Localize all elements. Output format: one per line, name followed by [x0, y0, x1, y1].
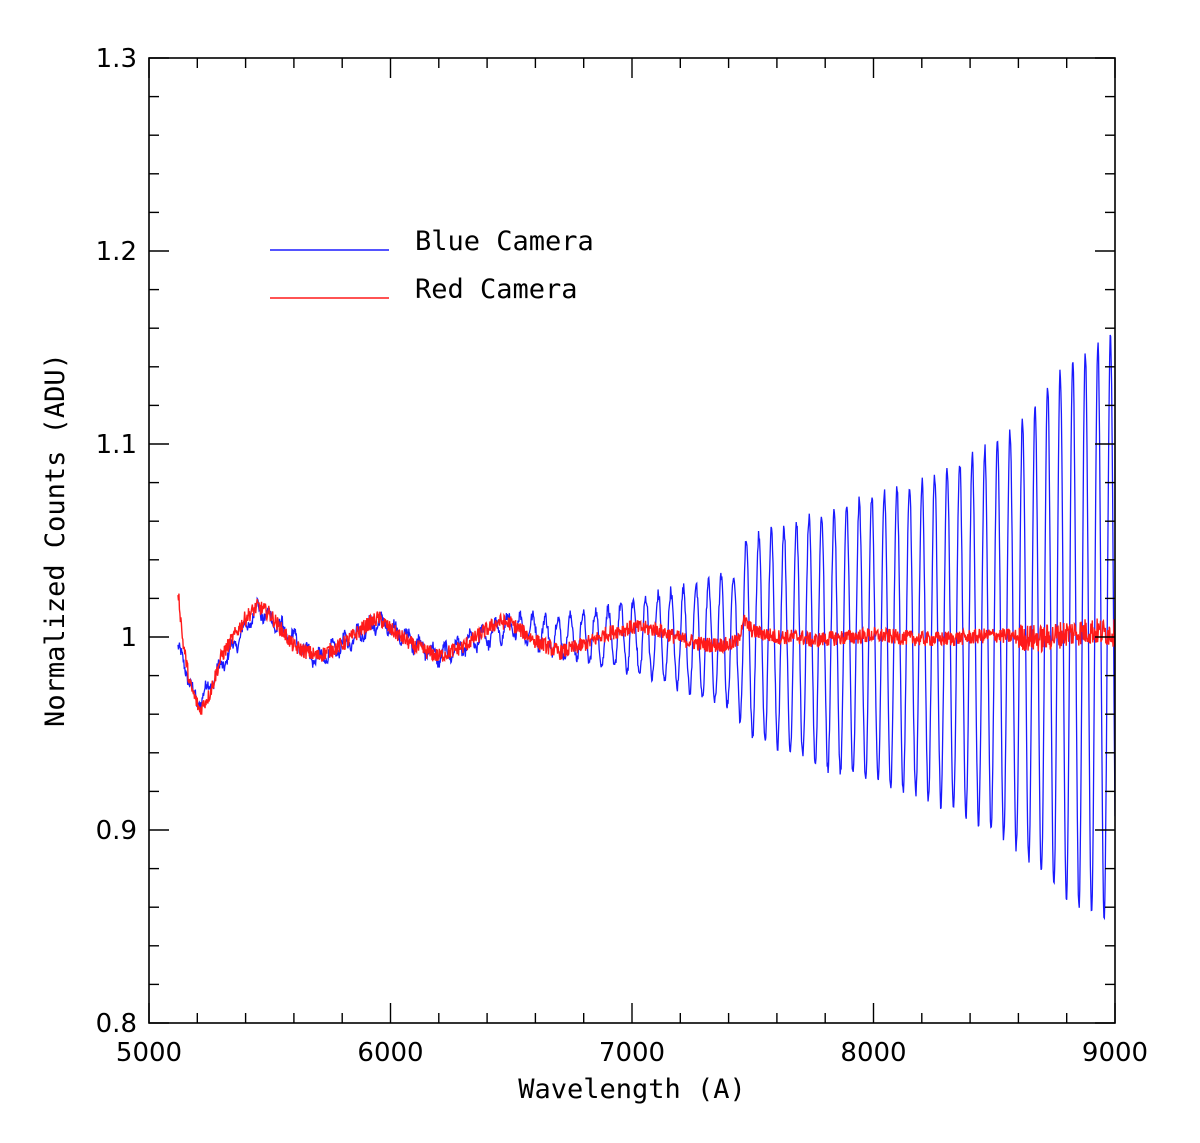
y-axis-title: Normalized Counts (ADU): [40, 353, 71, 727]
x-axis-title: Wavelength (A): [518, 1074, 746, 1105]
y-tick-label: 1.2: [96, 237, 137, 267]
series-line-red-camera: [177, 593, 1115, 715]
x-tick-label: 7000: [599, 1038, 665, 1068]
x-tick-label: 9000: [1082, 1038, 1148, 1068]
plot-frame: [148, 57, 1116, 1024]
legend-label-red-camera: Red Camera: [415, 274, 578, 305]
y-tick-label: 1.1: [96, 430, 137, 460]
x-tick-label: 6000: [357, 1038, 423, 1068]
y-tick-label: 0.8: [96, 1009, 137, 1039]
x-tick-label: 8000: [840, 1038, 906, 1068]
y-tick-label: 1.3: [96, 44, 137, 74]
x-tick-label: 5000: [116, 1038, 182, 1068]
legend: Blue Camera Red Camera: [270, 226, 594, 305]
legend-label-blue-camera: Blue Camera: [415, 226, 594, 257]
series-line-blue-camera: [177, 334, 1115, 921]
y-tick-label: 0.9: [96, 816, 137, 846]
y-tick-label: 1: [120, 623, 137, 653]
